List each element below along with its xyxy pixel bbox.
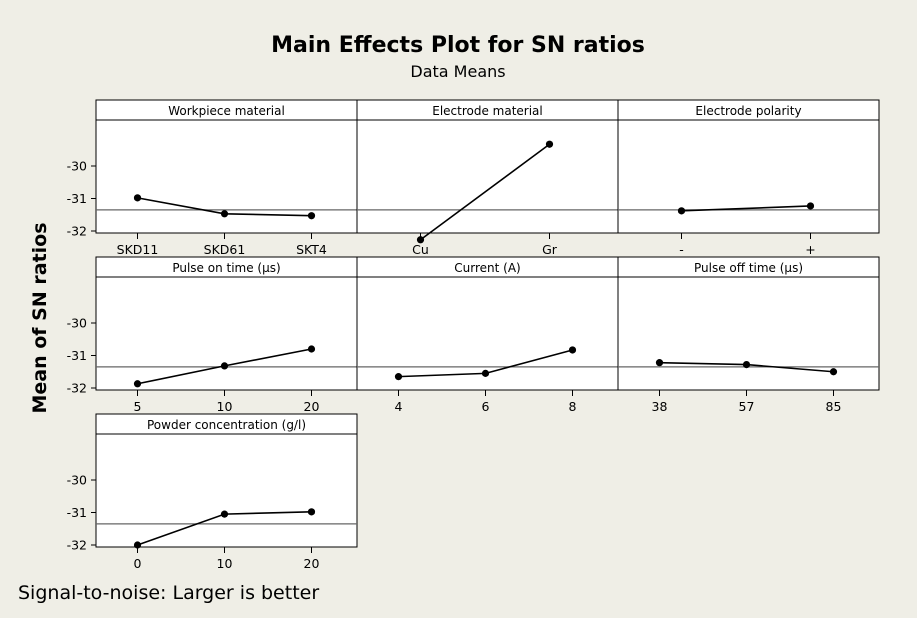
data-point	[677, 207, 686, 215]
panel-frame	[356, 99, 619, 234]
x-tick-label: SKD61	[204, 242, 246, 257]
x-tick-label: 85	[826, 399, 842, 414]
series-line	[681, 205, 811, 212]
data-point	[806, 202, 815, 210]
panel-title: Pulse off time (µs)	[694, 261, 803, 275]
data-point	[829, 368, 838, 376]
x-tick-label: Gr	[542, 242, 558, 257]
data-point	[481, 369, 490, 377]
panel-frame	[617, 99, 880, 234]
x-tick-label: 38	[652, 399, 668, 414]
x-tick-label: SKT4	[296, 242, 327, 257]
panel: Workpiece material -30 -31 -32 SKD11 SKD61 SKT…	[67, 99, 358, 257]
y-axis-label: Mean of SN ratios	[29, 222, 51, 413]
x-tick-label: SKD11	[117, 242, 159, 257]
panel: Electrode polarity - +	[617, 99, 880, 257]
panel-title: Workpiece material	[168, 104, 285, 118]
y-tick-label: -32	[67, 224, 87, 239]
panel: Pulse on time (µs) -30 -31 -32 5 10 20	[67, 256, 358, 414]
x-tick-label: 5	[134, 399, 142, 414]
data-point	[416, 236, 425, 244]
x-tick-label: 10	[217, 399, 233, 414]
data-point	[133, 541, 142, 549]
panel: Electrode material Cu Gr	[356, 99, 619, 257]
series-line	[420, 143, 550, 241]
x-tick-label: Cu	[412, 242, 429, 257]
panel-title: Pulse on time (µs)	[172, 261, 280, 275]
data-point	[220, 362, 229, 370]
y-tick-label: -31	[67, 505, 87, 520]
x-tick-label: 57	[739, 399, 755, 414]
chart-title: Main Effects Plot for SN ratios	[271, 33, 645, 58]
chart-subtitle: Data Means	[410, 62, 505, 81]
y-tick-label: -31	[67, 191, 87, 206]
panel-title: Current (A)	[454, 261, 520, 275]
data-point	[307, 345, 316, 353]
x-tick-label: -	[679, 242, 684, 257]
data-point	[394, 373, 403, 381]
x-tick-label: 20	[304, 399, 320, 414]
data-point	[742, 361, 751, 369]
x-tick-label: 20	[304, 556, 320, 571]
data-point	[568, 346, 577, 354]
data-point	[545, 140, 554, 148]
data-point	[307, 508, 316, 516]
x-tick-label: 0	[134, 556, 142, 571]
data-point	[133, 380, 142, 388]
data-point	[133, 194, 142, 202]
data-point	[220, 510, 229, 518]
data-point	[655, 359, 664, 367]
y-tick-label: -32	[67, 538, 87, 553]
x-tick-label: 4	[395, 399, 403, 414]
y-tick-label: -31	[67, 348, 87, 363]
x-tick-label: 10	[217, 556, 233, 571]
panel-title: Electrode polarity	[695, 104, 801, 118]
panel: Current (A) 4 6 8	[356, 256, 619, 414]
footnote: Signal-to-noise: Larger is better	[18, 582, 319, 604]
y-tick-label: -30	[67, 473, 87, 488]
panel-frame	[617, 256, 880, 391]
panel-title: Powder concentration (g/l)	[147, 418, 306, 432]
panel: Pulse off time (µs) 38 57 85	[617, 256, 880, 414]
y-tick-label: -30	[67, 316, 87, 331]
panel-title: Electrode material	[432, 104, 543, 118]
x-tick-label: +	[805, 242, 815, 257]
x-tick-label: 8	[569, 399, 577, 414]
data-point	[307, 212, 316, 220]
panel-frame	[356, 256, 619, 391]
panels-group: Workpiece material -30 -31 -32 SKD11 SKD61 SKT…	[67, 99, 880, 571]
y-tick-label: -30	[67, 159, 87, 174]
y-tick-label: -32	[67, 381, 87, 396]
panel: Powder concentration (g/l) -30 -31 -32 0 10 20	[67, 413, 358, 571]
x-tick-label: 6	[482, 399, 490, 414]
data-point	[220, 210, 229, 218]
panel-frame	[95, 413, 358, 548]
